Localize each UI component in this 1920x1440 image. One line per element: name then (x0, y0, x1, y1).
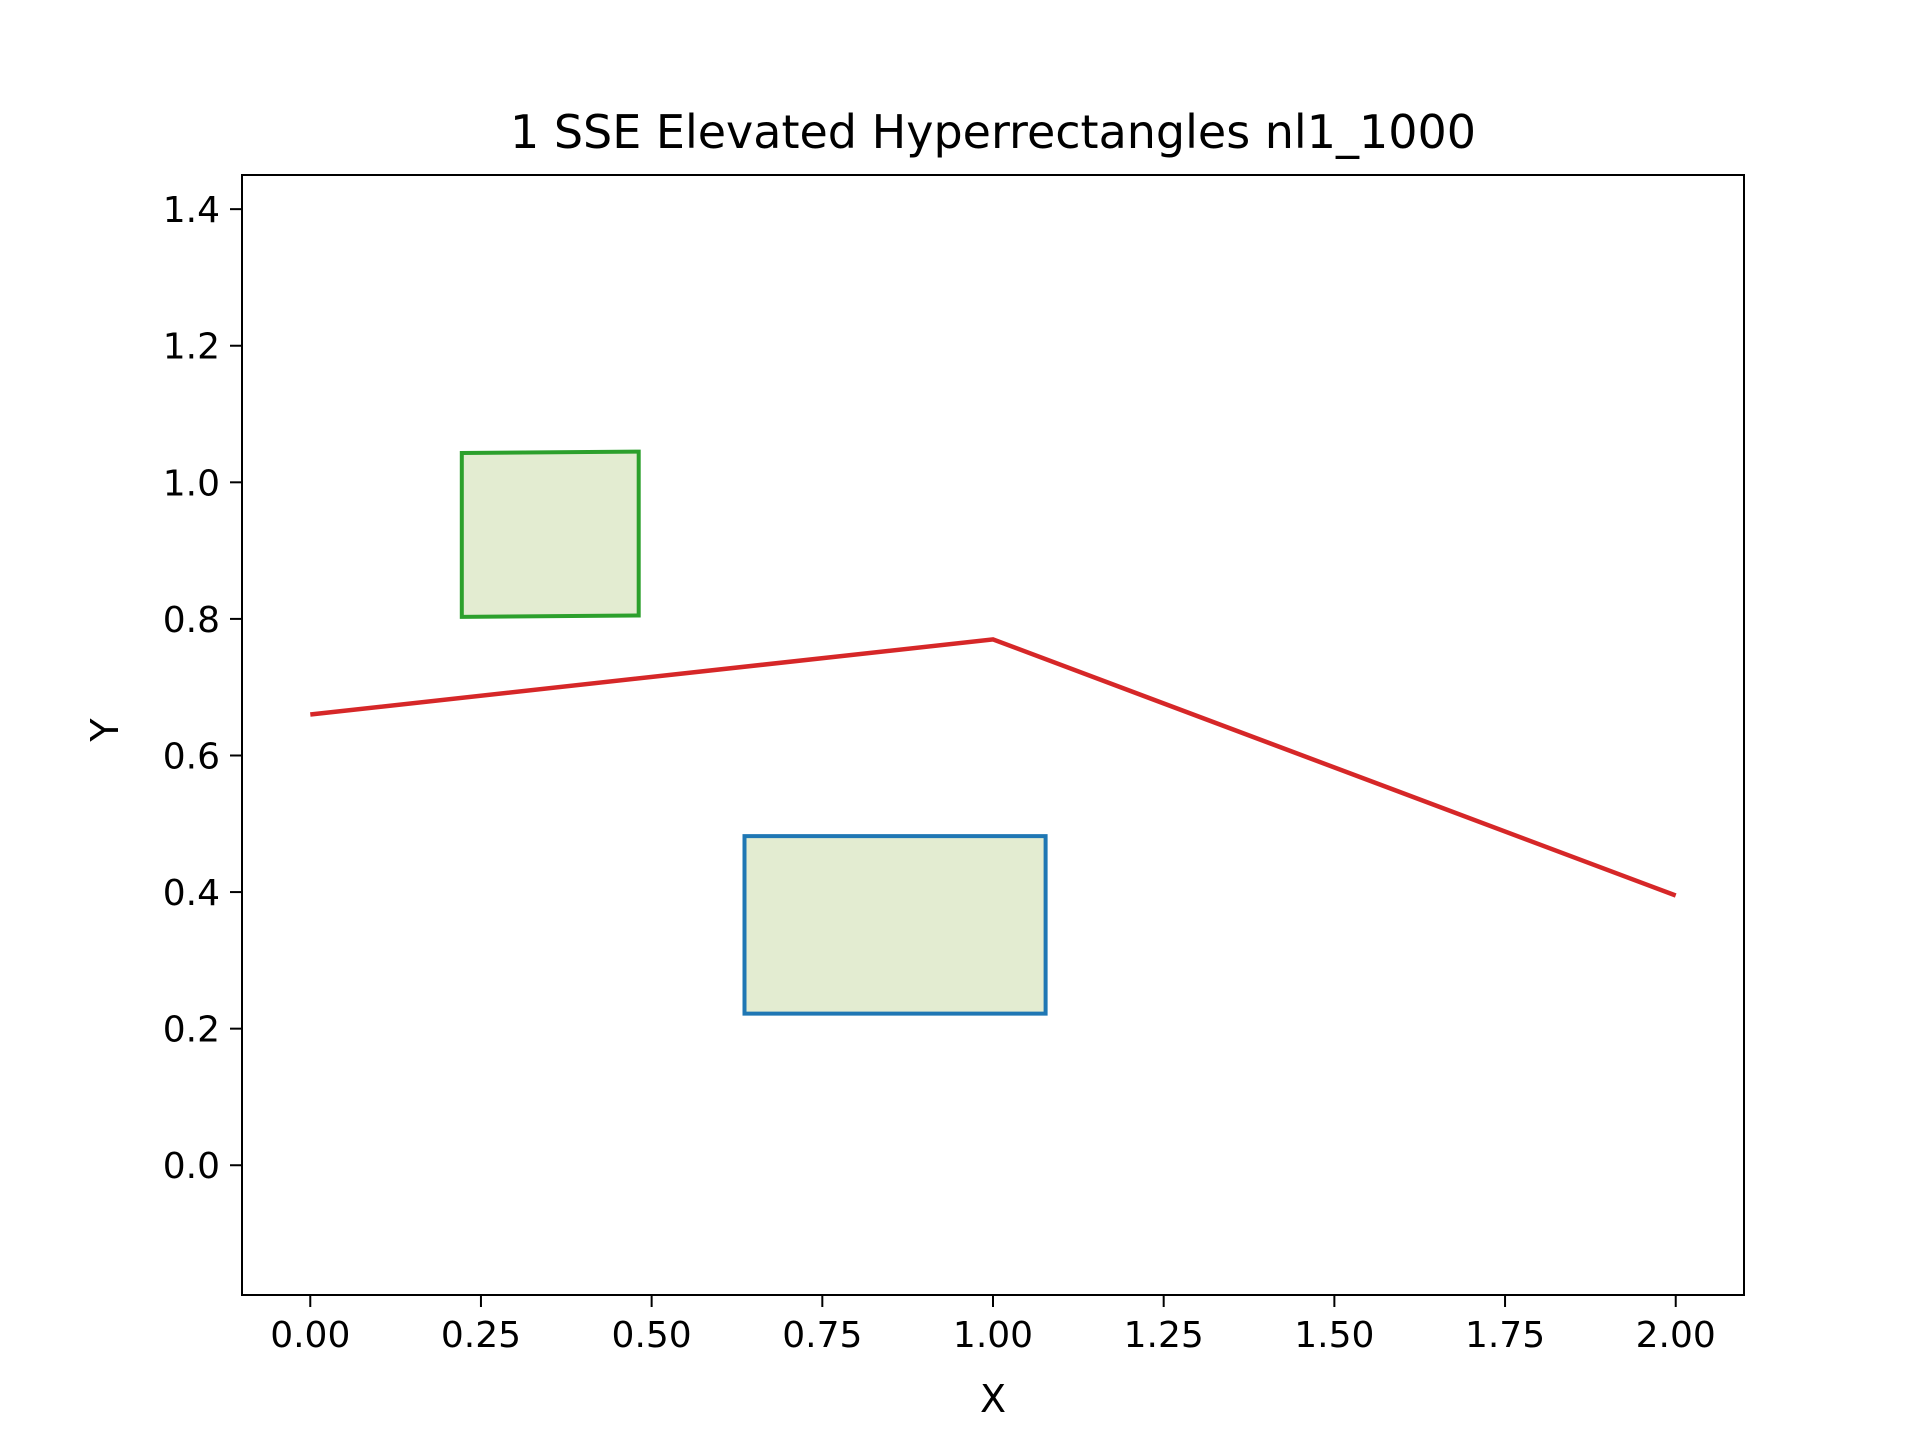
x-tick-label: 2.00 (1636, 1315, 1716, 1356)
y-tick-label: 0.4 (163, 873, 220, 914)
chart-title: 1 SSE Elevated Hyperrectangles nl1_1000 (510, 105, 1476, 159)
y-tick-label: 0.0 (163, 1146, 220, 1187)
y-axis-label: Y (83, 718, 127, 743)
x-tick-label: 1.75 (1465, 1315, 1545, 1356)
y-tick-label: 1.2 (163, 327, 220, 368)
x-axis-label: X (980, 1377, 1006, 1421)
y-tick-label: 1.0 (163, 463, 220, 504)
series-line-1 (310, 637, 1677, 898)
x-tick-label: 1.25 (1124, 1315, 1204, 1356)
hyperrectangle-2 (742, 834, 1048, 1016)
y-tick-label: 0.6 (163, 736, 220, 777)
y-tick-label: 0.8 (163, 600, 220, 641)
x-tick-label: 1.50 (1294, 1315, 1374, 1356)
x-tick-label: 0.75 (782, 1315, 862, 1356)
y-tick-label: 1.4 (163, 190, 220, 231)
x-tick-label: 0.00 (270, 1315, 350, 1356)
x-tick-label: 0.50 (612, 1315, 692, 1356)
x-tick-label: 1.00 (953, 1315, 1033, 1356)
axes: 0.00 0.25 0.50 0.75 1.00 1.25 1.50 1.75 2.00 0.0 0… (163, 174, 1745, 1356)
plot-area (310, 449, 1677, 1016)
x-tick-label: 0.25 (441, 1315, 521, 1356)
hyperrectangle-1 (459, 449, 641, 619)
y-tick-label: 0.2 (163, 1010, 220, 1051)
